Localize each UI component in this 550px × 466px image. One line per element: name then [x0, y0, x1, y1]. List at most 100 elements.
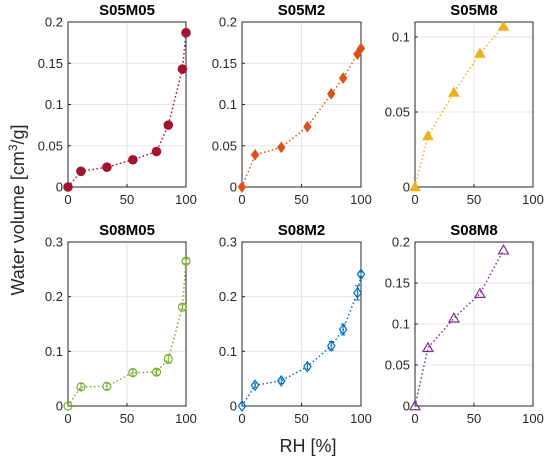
- y-tick-label: 0: [230, 399, 237, 414]
- chart-panel: 0 50 100 0 0.1 0.2 0.3 S08M05: [45, 222, 197, 426]
- data-point-triangle: [497, 20, 510, 31]
- y-tick-label: 0.2: [219, 15, 237, 30]
- x-tick-label: 0: [411, 192, 418, 207]
- data-point-diamond: [276, 374, 286, 387]
- data-point-circle: [128, 154, 138, 165]
- data-point-circle: [151, 367, 162, 377]
- y-axis-label-suffix: /g]: [8, 124, 28, 144]
- chart-panel: 0 50 100 0 0.05 0.1 S05M8: [385, 2, 544, 207]
- data-point-diamond: [326, 339, 336, 352]
- y-tick-label: 0.05: [385, 358, 410, 373]
- y-tick-label: 0.1: [392, 30, 410, 45]
- data-point-diamond: [237, 181, 247, 193]
- data-point-diamond: [250, 148, 260, 161]
- data-point-triangle: [447, 312, 460, 323]
- y-axis-label-sup: 3: [6, 144, 20, 151]
- y-tick-label: 0.1: [392, 317, 410, 332]
- panel-title: S05M2: [278, 2, 326, 19]
- data-point-diamond: [353, 286, 362, 299]
- data-point-diamond: [327, 87, 336, 100]
- data-point-triangle: [473, 287, 486, 299]
- x-tick-label: 100: [522, 411, 544, 426]
- y-tick-label: 0.15: [38, 56, 63, 71]
- x-tick-label: 100: [350, 411, 372, 426]
- x-tick-label: 0: [64, 411, 71, 426]
- x-tick-label: 50: [294, 192, 308, 207]
- x-tick-label: 100: [175, 192, 197, 207]
- series-line: [67, 261, 187, 407]
- series-line: [414, 26, 505, 188]
- y-axis-label: Water volume [cm3/g]: [6, 124, 28, 295]
- y-tick-label: 0: [56, 399, 63, 414]
- data-point-diamond: [303, 120, 312, 133]
- y-tick-label: 0: [230, 180, 237, 195]
- y-tick-label: 0: [403, 399, 410, 414]
- y-tick-label: 0: [56, 180, 63, 195]
- chart-panel: 0 50 100 0 0.05 0.1 0.15 0.2 S05M05: [38, 2, 197, 207]
- data-point-diamond: [338, 72, 348, 84]
- chart-panel: 0 50 100 0 0.05 0.1 0.15 0.2 S05M2: [212, 2, 372, 207]
- y-tick-label: 0.05: [38, 138, 63, 153]
- x-tick-label: 100: [522, 192, 544, 207]
- chart-panel: 0 50 100 0 0.05 0.1 0.15 0.2 S08M8: [385, 222, 544, 426]
- x-axis-label: RH [%]: [279, 436, 336, 456]
- data-point-circle: [102, 162, 112, 172]
- panel-title: S08M2: [278, 222, 326, 239]
- data-point-diamond: [356, 268, 366, 281]
- data-point-triangle: [497, 243, 510, 255]
- y-tick-label: 0.15: [385, 276, 410, 291]
- panel-title: S05M8: [450, 2, 498, 19]
- data-point-triangle: [448, 86, 460, 97]
- x-tick-label: 100: [350, 192, 372, 207]
- y-tick-label: 0: [403, 180, 410, 195]
- x-tick-label: 50: [294, 411, 308, 426]
- y-tick-label: 0.15: [212, 56, 237, 71]
- data-point-circle: [128, 368, 138, 378]
- y-tick-label: 0.3: [45, 235, 63, 250]
- chart-panel: 0 50 100 0 0.1 0.2 0.3 S08M2: [219, 222, 372, 426]
- data-point-triangle: [474, 47, 486, 58]
- data-point-circle: [102, 381, 112, 391]
- data-point-circle: [76, 382, 86, 392]
- x-tick-label: 0: [238, 411, 245, 426]
- y-tick-label: 0.2: [45, 289, 63, 304]
- data-point-circle: [163, 354, 173, 364]
- x-tick-label: 50: [120, 192, 134, 207]
- data-point-circle: [181, 27, 191, 38]
- y-tick-label: 0.1: [45, 97, 63, 112]
- data-point-circle: [177, 64, 188, 74]
- data-point-triangle: [408, 399, 422, 411]
- x-tick-label: 50: [467, 192, 481, 207]
- data-point-circle: [177, 302, 188, 312]
- x-tick-label: 50: [467, 411, 481, 426]
- data-point-circle: [76, 166, 86, 177]
- y-tick-label: 0.2: [45, 15, 63, 30]
- series-line: [241, 274, 362, 407]
- series-line: [414, 249, 505, 407]
- y-tick-label: 0.1: [45, 344, 63, 359]
- data-point-triangle: [409, 180, 421, 192]
- y-tick-label: 0.2: [392, 235, 410, 250]
- y-tick-label: 0.3: [219, 235, 237, 250]
- x-tick-label: 100: [175, 411, 197, 426]
- data-point-diamond: [338, 323, 348, 336]
- data-point-diamond: [303, 360, 312, 373]
- y-tick-label: 0.1: [219, 344, 237, 359]
- data-point-circle: [163, 120, 174, 130]
- data-point-triangle: [422, 129, 434, 141]
- data-point-diamond: [250, 379, 260, 392]
- data-point-circle: [151, 146, 162, 157]
- panel-title: S08M8: [450, 222, 498, 239]
- y-axis-label-prefix: Water volume [cm: [8, 151, 28, 295]
- data-point-diamond: [237, 399, 247, 413]
- data-point-diamond: [356, 42, 366, 55]
- x-tick-label: 0: [238, 192, 245, 207]
- x-tick-label: 0: [411, 411, 418, 426]
- x-tick-label: 0: [64, 192, 71, 207]
- x-tick-label: 50: [120, 411, 134, 426]
- data-point-circle: [181, 256, 191, 266]
- y-tick-label: 0.05: [212, 138, 237, 153]
- data-point-circle: [63, 401, 73, 411]
- data-point-triangle: [421, 341, 435, 353]
